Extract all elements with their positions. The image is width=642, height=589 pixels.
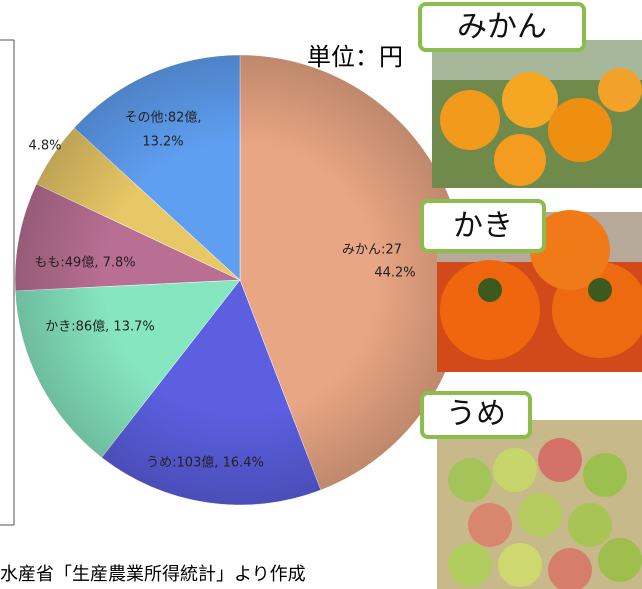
data-label: その他:82億, [124,110,201,126]
data-label: 13.2% [142,135,183,150]
photo-label: みかん [457,10,547,45]
unit-label: 単位：円 [307,43,403,71]
photo-label: うめ [446,397,506,432]
photo-ume [437,420,642,589]
legend-frame [0,40,14,525]
data-label: 4.8% [28,139,61,154]
chart: みかん:27 44.2% うめ:103億, 16.4% かき:86億, 13.7% もも… [0,0,642,589]
data-label: 44.2% [374,266,415,281]
photo-mikan [432,40,642,188]
data-label: みかん:27 [342,243,402,258]
data-label: かき:86億, 13.7% [45,319,155,335]
source-note: 水産省「生産農業所得統計」より作成 [0,564,306,585]
page: {"chart_data": {"type": "pie", "unit_lab… [0,0,642,589]
data-label: もも:49億, 7.8% [34,255,135,271]
photo-label: かき [453,209,513,244]
data-label: うめ:103億, 16.4% [146,455,264,471]
